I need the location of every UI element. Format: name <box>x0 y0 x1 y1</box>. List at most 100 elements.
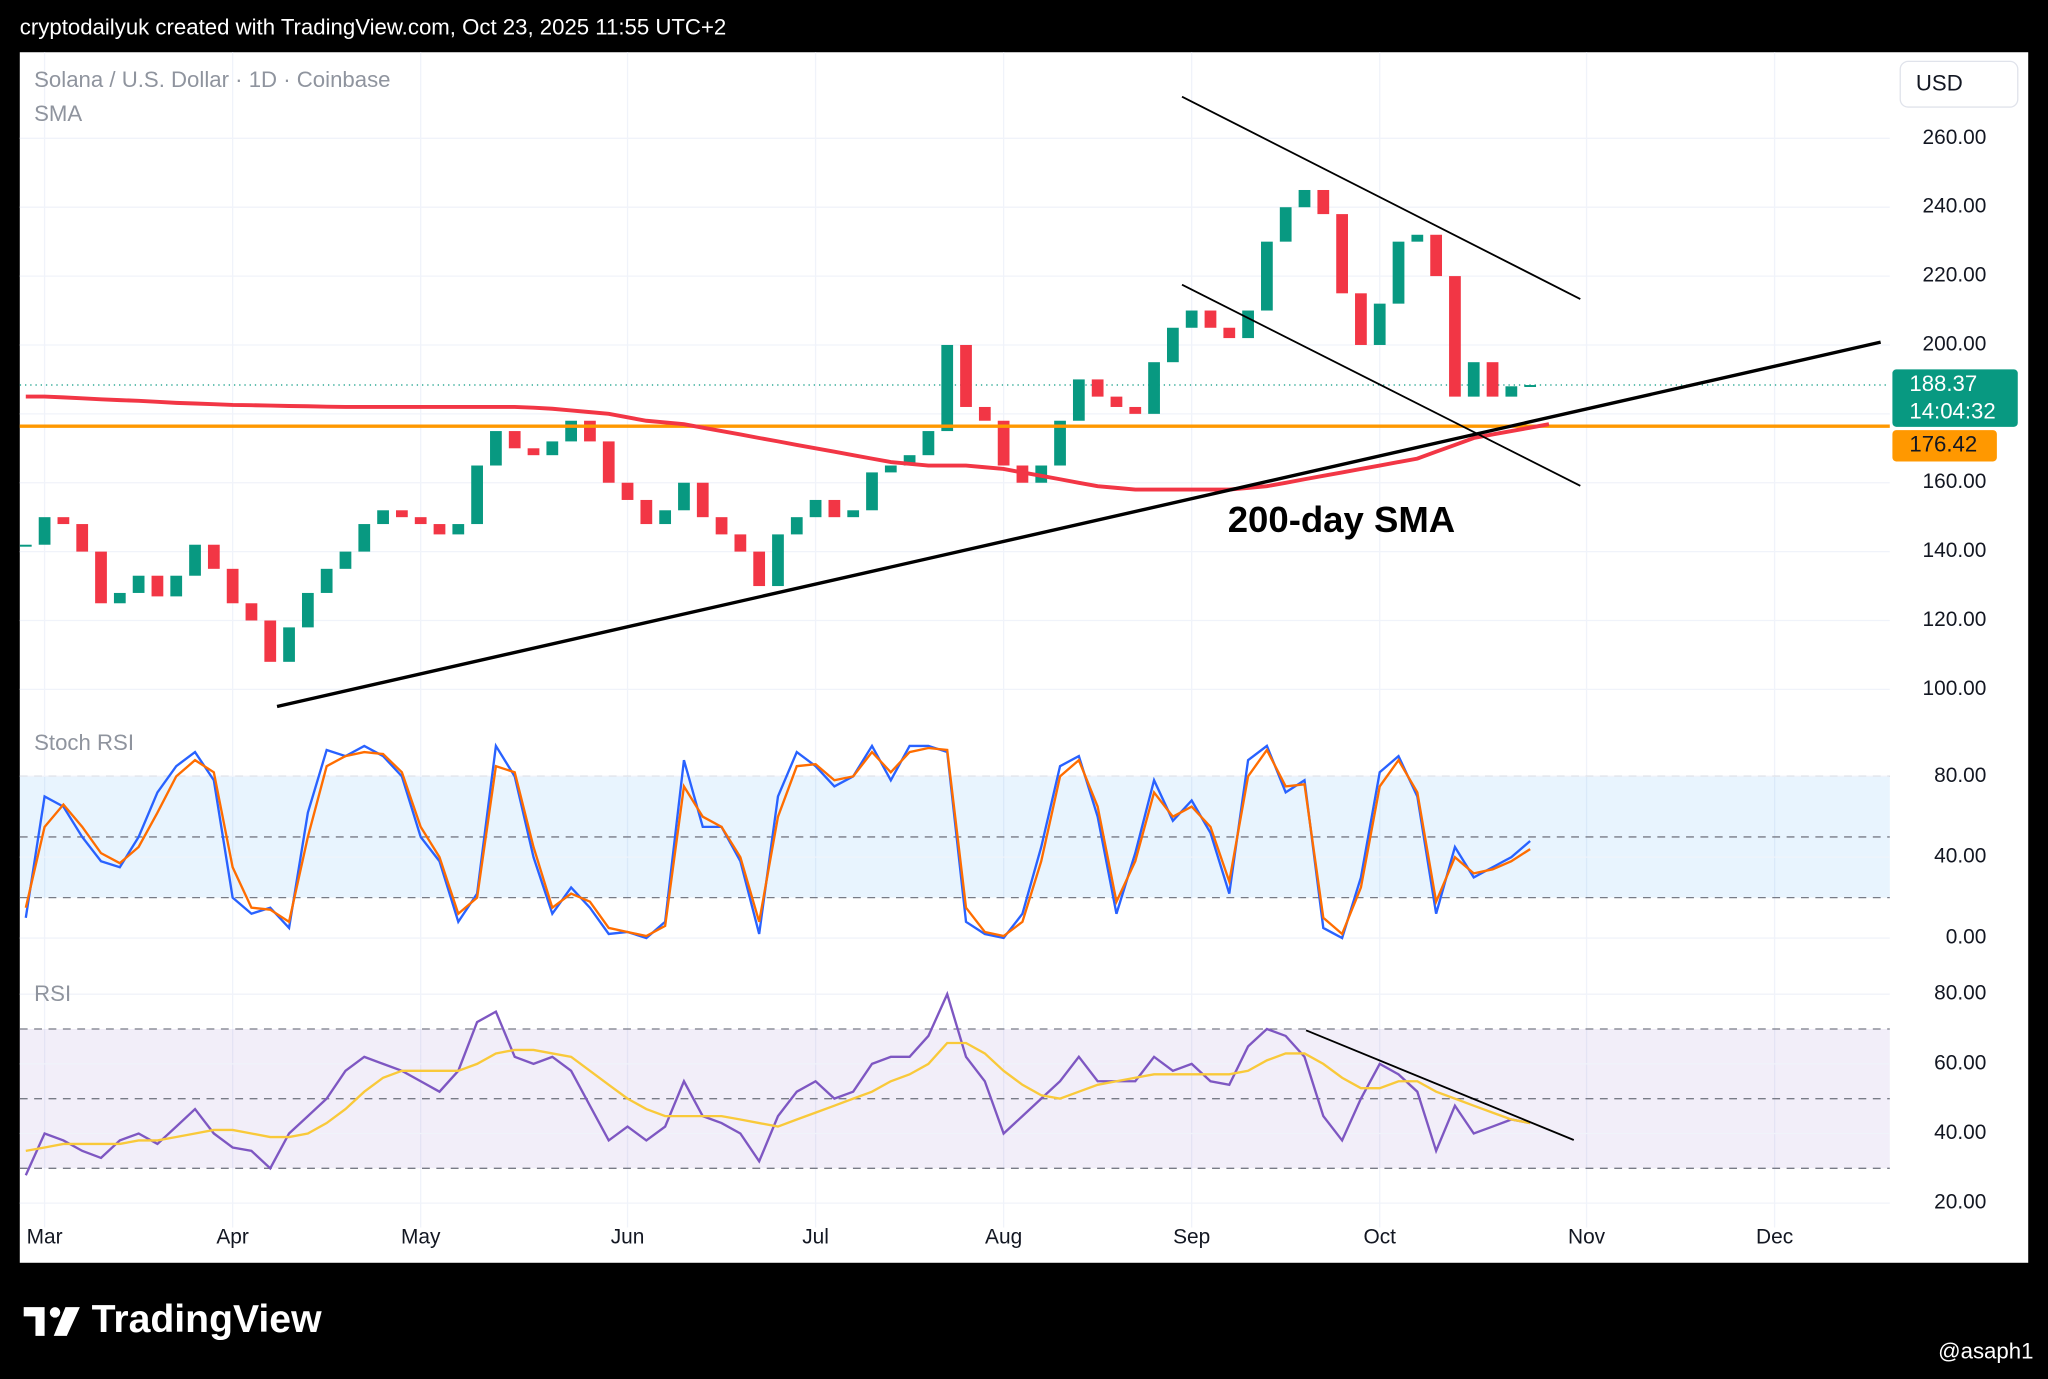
candle <box>809 499 822 518</box>
candle <box>1373 303 1386 345</box>
candle <box>301 592 314 628</box>
last-price-label: 188.37 <box>1909 371 1977 396</box>
candle <box>584 420 596 442</box>
currency-button[interactable] <box>1899 60 2019 108</box>
x-tick-label: Apr <box>216 1225 249 1248</box>
sma-line <box>25 394 1550 492</box>
pane-title: Stoch RSI <box>34 730 134 755</box>
candle <box>1317 189 1330 215</box>
indicator-line <box>24 990 1531 1176</box>
indicator-label: SMA <box>34 101 82 126</box>
candle <box>960 344 972 407</box>
pane-title: RSI <box>34 981 71 1006</box>
channel-line <box>1181 95 1581 300</box>
logo-mark <box>53 1307 80 1336</box>
candle <box>941 344 954 432</box>
chart-area <box>19 52 2029 1263</box>
y-tick-label: 120.00 <box>1923 608 1987 631</box>
y-tick-label: 220.00 <box>1923 264 1987 287</box>
candle <box>132 575 145 593</box>
x-tick-label: Jul <box>802 1225 829 1248</box>
candle <box>1091 379 1104 397</box>
candle <box>264 620 277 662</box>
candle <box>76 524 89 552</box>
candle <box>1110 396 1123 407</box>
y-tick-label: 260.00 <box>1923 126 1987 149</box>
indicator-line <box>24 746 1531 938</box>
candle <box>377 510 389 525</box>
y-tick-label: 40.00 <box>1934 1121 1986 1144</box>
candle <box>1261 241 1273 311</box>
candle <box>320 568 333 593</box>
x-tick-label: Dec <box>1756 1225 1793 1248</box>
candle <box>884 465 897 473</box>
candle <box>1072 379 1085 421</box>
candle <box>490 431 502 466</box>
channel-line <box>1181 283 1581 487</box>
author: @asaph1 <box>1938 1339 2033 1364</box>
candle <box>151 575 164 597</box>
y-tick-label: 0.00 <box>1946 926 1987 949</box>
candle <box>396 510 408 518</box>
candle <box>772 534 784 587</box>
candle <box>471 465 483 525</box>
x-tick-label: Sep <box>1173 1225 1210 1248</box>
drawings <box>276 95 1882 1141</box>
candle <box>1524 385 1537 387</box>
candle <box>1467 362 1480 397</box>
level-box <box>1892 430 1997 462</box>
x-tick-label: Aug <box>985 1225 1022 1248</box>
candle <box>1505 386 1518 397</box>
brand: TradingView <box>92 1298 322 1341</box>
candle <box>1242 310 1254 339</box>
candle <box>1129 406 1142 414</box>
candle <box>207 544 220 569</box>
candle <box>922 431 935 456</box>
candle <box>602 441 615 483</box>
x-tick-label: Oct <box>1363 1225 1396 1248</box>
x-tick-label: Mar <box>27 1225 63 1248</box>
plot: Mar Apr May Jun Jul Aug Sep Oct Nov Dec 100.00 120.… <box>19 52 2018 1248</box>
currency: USD <box>1916 71 1963 96</box>
candle <box>715 517 728 535</box>
candle <box>19 544 32 547</box>
candle <box>414 517 427 525</box>
candle <box>452 524 465 535</box>
candle <box>1336 214 1348 294</box>
y-tick-label: 160.00 <box>1923 470 1987 493</box>
y-tick-label: 60.00 <box>1934 1051 1986 1074</box>
candle <box>1185 310 1198 328</box>
header-text: cryptodailyuk created with TradingView.c… <box>20 15 726 40</box>
logo-mark <box>23 1307 45 1336</box>
candle <box>621 482 634 500</box>
candle <box>696 482 709 518</box>
candle <box>508 431 521 449</box>
candle <box>1054 420 1066 466</box>
candle <box>997 420 1010 466</box>
candle <box>170 575 183 597</box>
candle <box>1298 189 1311 208</box>
candle <box>1430 234 1443 277</box>
countdown: 14:04:32 <box>1909 398 1995 423</box>
y-tick-label: 40.00 <box>1934 845 1986 868</box>
rsi-trend-line <box>1305 1029 1575 1141</box>
x-tick-label: Nov <box>1568 1225 1606 1248</box>
logo <box>23 1307 80 1336</box>
y-tick-label: 200.00 <box>1923 332 1987 355</box>
candle <box>1411 234 1424 242</box>
y-tick-label: 140.00 <box>1923 539 1987 562</box>
y-tick-label: 100.00 <box>1923 677 1987 700</box>
candle <box>95 551 107 604</box>
candle <box>753 551 766 587</box>
candle <box>546 441 559 456</box>
candle <box>1449 276 1461 397</box>
candle <box>734 534 747 552</box>
y-tick-label: 240.00 <box>1923 195 1987 218</box>
y-tick-label: 80.00 <box>1934 764 1986 787</box>
level-label: 176.42 <box>1909 432 1977 457</box>
candle <box>866 472 878 511</box>
candle <box>659 510 672 525</box>
y-tick-label: 80.00 <box>1934 982 1986 1005</box>
